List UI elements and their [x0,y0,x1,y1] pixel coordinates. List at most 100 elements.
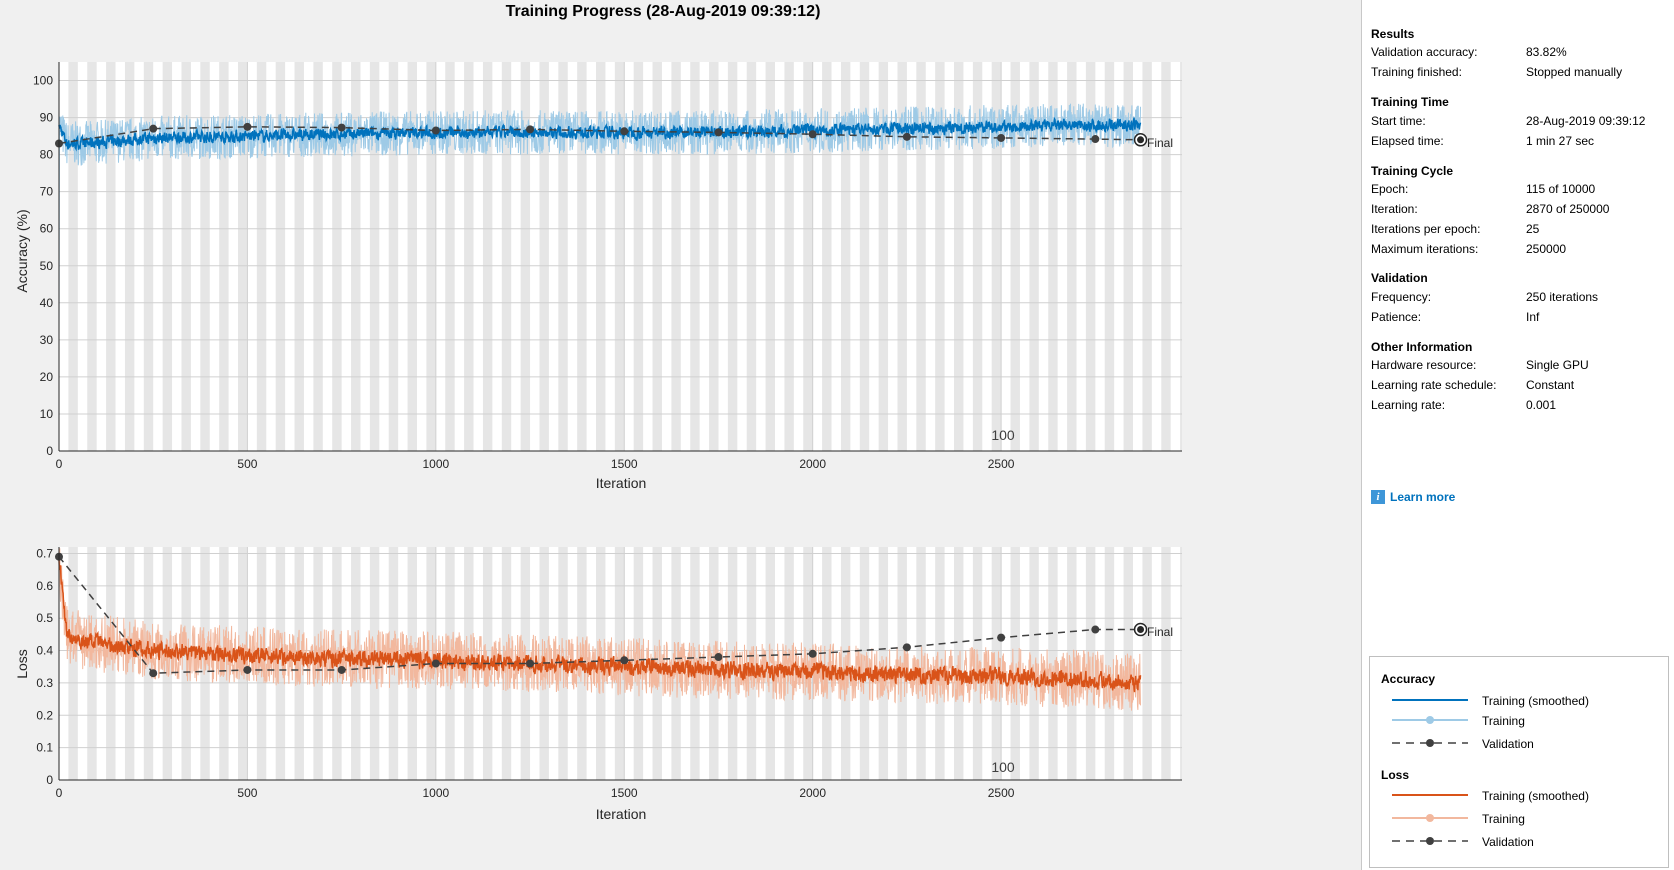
epoch-band [746,62,757,451]
validation-point [243,665,252,674]
validation-point [149,669,158,678]
x-tick-label: 1500 [611,457,638,471]
validation-point [902,643,911,652]
epoch-band [1180,62,1182,451]
epoch-band [1085,547,1096,780]
epoch-band [539,62,549,451]
legend-loss-smoothed: Training (smoothed) [1370,787,1660,805]
epoch-band [1010,62,1020,451]
training-smoothed-line [58,116,1142,152]
epoch-band [954,62,964,451]
epoch-band [859,547,870,780]
iteration-row: Iteration: 2870 of 250000 [1371,202,1671,218]
frequency-row: Frequency: 250 iterations [1371,290,1671,306]
legend-accuracy-training: Training [1370,712,1660,730]
epoch-band [596,62,606,451]
y-tick-label: 0.5 [36,611,53,625]
validation-point [149,124,158,133]
epoch-band [162,62,173,451]
row-label: Hardware resource: [1371,358,1477,372]
y-tick-label: 100 [33,74,53,88]
validation-point [243,122,252,131]
row-value: 83.82% [1526,45,1567,59]
row-value: 25 [1526,222,1540,236]
row-value: 0.001 [1526,398,1557,412]
epoch-band [369,62,380,451]
row-value: Inf [1526,310,1540,324]
epoch-band [840,62,851,451]
validation-point [902,132,911,141]
validation-point [997,633,1006,642]
validation-point [1091,135,1100,144]
x-tick-label: 2000 [799,786,826,800]
row-label: Iteration: [1371,202,1418,216]
legend-swatch-dashed-icon [1392,739,1468,747]
validation-heading: Validation [1371,271,1428,285]
y-tick-label: 0 [46,444,53,458]
legend-label: Training (smoothed) [1482,694,1589,708]
row-label: Learning rate: [1371,398,1446,412]
epoch-band [991,547,1002,780]
epoch-band [501,62,512,451]
epoch-band [294,62,304,451]
info-panel: Results Validation accuracy: 83.82% Trai… [1361,0,1674,870]
y-tick-label: 10 [40,407,54,421]
epoch-band [897,62,907,451]
row-label: Learning rate schedule: [1371,378,1497,392]
legend-loss-training: Training [1370,810,1660,828]
x-tick-label: 1000 [422,786,449,800]
epoch-band [1029,62,1039,451]
learn-more-link[interactable]: i Learn more [1371,490,1455,504]
y-tick-label: 0.7 [36,546,53,560]
epoch-band [577,62,587,451]
maximum-iterations-row: Maximum iterations: 250000 [1371,242,1671,258]
epoch-band [1142,62,1152,451]
x-tick-label: 2500 [988,786,1015,800]
legend-swatch-line-icon [1392,794,1468,796]
page-title: Training Progress (28-Aug-2019 09:39:12) [505,3,821,20]
epoch-band [407,62,418,451]
epoch-band [520,62,531,451]
epoch-band [313,62,323,451]
validation-point [714,653,723,662]
validation-point [1091,625,1100,634]
row-label: Frequency: [1371,290,1432,304]
y-tick-label: 20 [40,370,54,384]
y-tick-label: 0.6 [36,579,53,593]
row-value: 115 of 10000 [1526,182,1596,196]
other-information-heading: Other Information [1371,340,1473,354]
row-label: Iterations per epoch: [1371,222,1481,236]
x-tick-label: 1500 [611,786,638,800]
epoch-band [1010,547,1020,780]
training-finished-row: Training finished: Stopped manually [1371,65,1671,81]
row-label: Training finished: [1371,65,1462,79]
epoch-band [784,62,794,451]
epoch-band [709,62,719,451]
row-label: Epoch: [1371,182,1409,196]
legend-accuracy-validation: Validation [1370,735,1660,753]
epoch-band [200,62,210,451]
validation-point [337,123,346,132]
legend-label: Training [1482,812,1525,826]
epoch-band [558,62,568,451]
epoch-band [803,62,813,451]
accuracy-epoch-label: 100 [991,427,1015,443]
final-marker-dot [1137,136,1145,144]
results-heading: Results [1371,27,1415,41]
learn-more-label: Learn more [1390,490,1456,504]
epoch-band [464,62,474,451]
epoch-band [68,62,78,451]
x-tick-label: 500 [237,786,257,800]
row-value: Constant [1526,378,1575,392]
epoch-band [671,62,681,451]
validation-point [337,665,346,674]
epoch-band [426,62,436,451]
validation-point [620,127,629,136]
row-value: 1 min 27 sec [1526,134,1595,148]
iterations-per-epoch-row: Iterations per epoch: 25 [1371,222,1671,238]
y-tick-label: 0.1 [36,741,53,755]
x-tick-label: 0 [56,457,63,471]
elapsed-time-row: Elapsed time: 1 min 27 sec [1371,134,1671,150]
loss-final-label: Final [1147,625,1173,639]
loss-chart: 0 0.1 0.2 0.3 0.4 0.5 0.6 0.7 0 500 1000 1500 2000 25… [14,546,1182,822]
